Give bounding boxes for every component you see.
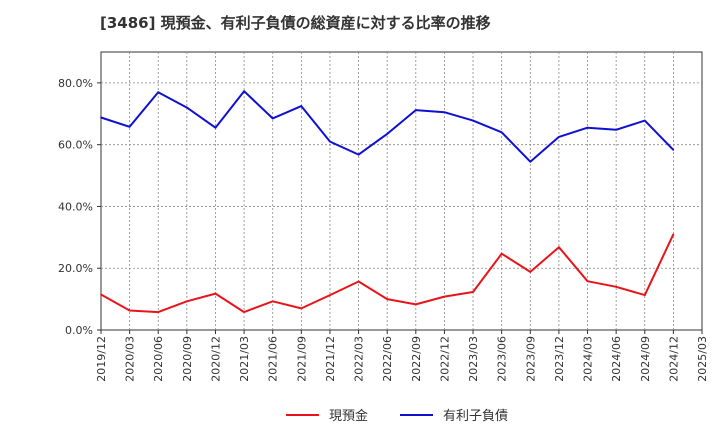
- x-tick-label: 2020/12: [209, 336, 222, 382]
- x-tick-label: 2020/03: [124, 336, 137, 382]
- data-point: [415, 303, 417, 306]
- data-point: [300, 105, 303, 107]
- x-tick-label: 2023/12: [553, 336, 566, 382]
- data-point: [329, 294, 331, 296]
- x-tick-label: 2024/03: [582, 336, 595, 382]
- x-tick-label: 2022/06: [381, 336, 394, 382]
- data-point: [443, 295, 446, 298]
- data-point: [357, 280, 360, 283]
- grid-layer: [101, 52, 702, 330]
- data-point: [615, 129, 617, 131]
- data-point: [243, 90, 245, 93]
- legend: 現預金 有利子負債: [286, 408, 508, 424]
- data-point: [643, 119, 646, 122]
- data-point: [643, 294, 646, 296]
- x-tick-label: 2023/03: [467, 336, 480, 382]
- chart-title: [3486] 現預金、有利子負債の総資産に対する比率の推移: [100, 14, 491, 32]
- data-point: [329, 140, 331, 143]
- data-point: [300, 307, 303, 310]
- data-point: [157, 91, 160, 93]
- y-tick-label: 60.0%: [58, 139, 93, 152]
- y-axis: 0.0% 20.0% 40.0% 60.0% 80.0%: [58, 77, 101, 337]
- x-tick-label: 2025/03: [696, 336, 709, 382]
- data-point: [586, 126, 589, 129]
- x-tick-label: 2024/12: [667, 336, 680, 382]
- x-tick-label: 2021/09: [295, 336, 308, 382]
- x-tick-label: 2019/12: [95, 336, 108, 382]
- data-point: [615, 285, 617, 288]
- x-tick-label: 2020/09: [181, 336, 194, 382]
- data-point: [271, 117, 274, 120]
- x-tick-label: 2023/06: [496, 336, 509, 382]
- data-point: [100, 116, 102, 119]
- data-point: [472, 291, 474, 293]
- data-point: [186, 106, 188, 109]
- x-tick-label: 2022/03: [353, 336, 366, 382]
- y-tick-label: 0.0%: [65, 324, 93, 337]
- data-point: [558, 136, 560, 138]
- data-point: [214, 292, 217, 295]
- y-tick-label: 20.0%: [58, 262, 93, 275]
- data-point: [157, 311, 160, 313]
- data-point: [128, 125, 131, 128]
- data-point: [243, 311, 245, 313]
- data-point: [500, 252, 503, 255]
- data-point: [558, 246, 560, 249]
- legend-label: 有利子負債: [443, 409, 508, 424]
- data-point: [100, 293, 102, 296]
- x-tick-label: 2021/06: [267, 336, 280, 382]
- x-tick-label: 2022/09: [410, 336, 423, 382]
- data-point: [672, 233, 675, 236]
- data-point: [672, 149, 675, 151]
- data-point: [472, 119, 474, 122]
- y-tick-label: 80.0%: [58, 77, 93, 90]
- data-point: [386, 298, 388, 300]
- data-point: [271, 300, 274, 303]
- x-tick-label: 2021/12: [324, 336, 337, 382]
- data-point: [443, 111, 446, 114]
- data-point: [529, 160, 532, 163]
- x-tick-label: 2021/03: [238, 336, 251, 382]
- data-point: [529, 271, 532, 273]
- x-tick-label: 2020/06: [152, 336, 165, 382]
- data-point: [128, 309, 131, 312]
- x-tick-label: 2022/12: [438, 336, 451, 382]
- data-point: [500, 131, 503, 134]
- data-point: [415, 109, 417, 111]
- x-tick-label: 2023/09: [524, 336, 537, 382]
- data-point: [214, 126, 217, 129]
- plot-background: [100, 51, 703, 331]
- series-layer: [100, 90, 675, 314]
- x-tick-label: 2024/09: [639, 336, 652, 382]
- x-axis: 2019/12 2020/03 2020/06 2020/09 2020/12 2021/…: [95, 330, 709, 382]
- legend-label: 現預金: [329, 408, 368, 424]
- data-point: [386, 133, 388, 135]
- y-tick-label: 40.0%: [58, 200, 93, 213]
- data-point: [186, 300, 188, 303]
- x-tick-label: 2024/06: [610, 336, 623, 382]
- data-point: [357, 153, 360, 156]
- data-point: [586, 280, 589, 282]
